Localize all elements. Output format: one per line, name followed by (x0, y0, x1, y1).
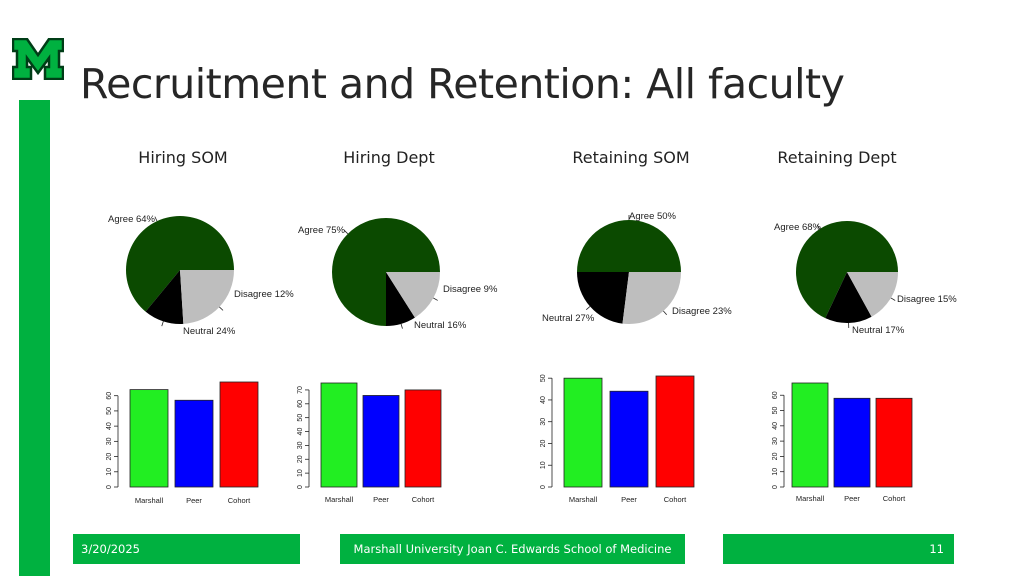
bar-2-ytick-label-20: 20 (540, 439, 547, 447)
pie-1-slice-disagree (386, 272, 415, 326)
pie-0-slice-disagree (145, 270, 184, 324)
bar-3-ytick-label-0: 0 (772, 485, 779, 489)
bar-2-marshall (563, 377, 603, 488)
bar-3-ytick-label-40: 40 (772, 422, 779, 430)
bar-2-peer (609, 390, 649, 488)
pie-2-label-disagree: Disagree 23% (672, 306, 732, 317)
bar-3-category-marshall: Marshall (796, 494, 825, 503)
bar-0-category-marshall: Marshall (135, 496, 164, 505)
pie-1-label-agree: Agree 75% (298, 225, 346, 236)
pie-1-leader-disagree (400, 323, 403, 329)
bar-1-ytick-label-50: 50 (297, 414, 304, 422)
pie-0-leader-agree (154, 216, 158, 222)
pie-3-slice-agree (796, 221, 898, 319)
pie-1-slice-neutral (386, 272, 440, 318)
chart-title-retaining-som: Retaining SOM (572, 148, 690, 167)
pie-2-slice-neutral (622, 272, 681, 325)
page-title: Recruitment and Retention: All faculty (80, 60, 845, 108)
bar-0-category-peer: Peer (186, 496, 202, 505)
bar-3-cohort (875, 397, 913, 488)
pie-3-label-disagree: Disagree 15% (897, 294, 957, 305)
bar-0-category-cohort: Cohort (228, 496, 251, 505)
bar-0-marshall (129, 389, 169, 488)
pie-0-label-neutral: Neutral 24% (183, 326, 236, 337)
pie-2-label-neutral: Neutral 27% (542, 313, 595, 324)
bar-3-ytick-label-30: 30 (772, 437, 779, 445)
pie-3-slice-neutral (847, 272, 898, 317)
bar-3-peer (833, 397, 871, 488)
bar-3-category-cohort: Cohort (883, 494, 906, 503)
bar-0-ytick-label-10: 10 (106, 468, 113, 476)
bar-0-peer (174, 399, 214, 488)
pie-2-leader-neutral (663, 310, 667, 316)
bar-1-category-peer: Peer (373, 495, 389, 504)
bar-3-ytick-label-60: 60 (772, 391, 779, 399)
pie-2-leader-disagree (585, 306, 591, 310)
bar-1-ytick-label-0: 0 (297, 485, 304, 489)
bar-0-cohort (219, 381, 259, 488)
chart-title-retaining-dept: Retaining Dept (777, 148, 897, 167)
bar-2-ytick-label-10: 10 (540, 461, 547, 469)
bar-1-ytick-label-40: 40 (297, 428, 304, 436)
bar-2-category-cohort: Cohort (664, 495, 687, 504)
bar-3-ytick-label-20: 20 (772, 452, 779, 460)
footer-date: 3/20/2025 (73, 534, 300, 564)
pie-0-slice-agree (125, 216, 234, 312)
bar-2-ytick-label-40: 40 (540, 396, 547, 404)
bar-1-category-marshall: Marshall (325, 495, 354, 504)
bar-2-category-peer: Peer (621, 495, 637, 504)
bar-1-ytick-label-20: 20 (297, 455, 304, 463)
bar-1-ytick-label-30: 30 (297, 441, 304, 449)
marshall-logo (12, 38, 64, 80)
bar-0-ytick-label-50: 50 (106, 407, 113, 415)
footer-institution: Marshall University Joan C. Edwards Scho… (340, 534, 685, 564)
accent-side-bar (19, 100, 50, 576)
pie-1-leader-agree (343, 229, 349, 235)
bar-0-ytick-label-40: 40 (106, 422, 113, 430)
pie-0-label-disagree: Disagree 12% (234, 289, 294, 300)
chart-title-hiring-som: Hiring SOM (138, 148, 228, 167)
chart-title-hiring-dept: Hiring Dept (343, 148, 435, 167)
pie-0-slice-neutral (180, 270, 234, 324)
bar-0-ytick-label-30: 30 (106, 437, 113, 445)
bar-2-ytick-label-0: 0 (540, 485, 547, 489)
pie-3-leader-neutral (890, 297, 896, 301)
bar-2-ytick-label-30: 30 (540, 418, 547, 426)
pie-1-label-neutral: Neutral 16% (414, 320, 467, 331)
bar-1-ytick-label-10: 10 (297, 469, 304, 477)
bar-1-ytick-label-70: 70 (297, 386, 304, 394)
pie-2-slice-disagree (577, 272, 629, 324)
bar-0-ytick-label-0: 0 (106, 485, 113, 489)
pie-0-leader-disagree (161, 321, 164, 327)
pie-2-label-agree: Agree 50% (629, 211, 677, 222)
pie-0-leader-neutral (219, 306, 224, 311)
bar-1-category-cohort: Cohort (412, 495, 435, 504)
pie-1-leader-neutral (433, 297, 438, 301)
pie-2-slice-agree (577, 220, 681, 272)
pie-0-label-agree: Agree 64% (108, 214, 156, 225)
bar-3-ytick-label-10: 10 (772, 468, 779, 476)
footer-page-number: 11 (723, 534, 954, 564)
bar-1-ytick-label-60: 60 (297, 400, 304, 408)
bar-0-ytick-label-20: 20 (106, 453, 113, 461)
pie-1-label-disagree: Disagree 9% (443, 284, 498, 295)
pie-3-slice-disagree (825, 272, 872, 324)
bar-3-category-peer: Peer (844, 494, 860, 503)
bar-1-cohort (404, 389, 442, 488)
bar-2-category-marshall: Marshall (569, 495, 598, 504)
bar-1-marshall (320, 382, 358, 488)
pie-3-leader-agree (816, 224, 821, 230)
bar-3-marshall (791, 382, 829, 488)
pie-3-label-agree: Agree 68% (774, 222, 822, 233)
bar-3-ytick-label-50: 50 (772, 407, 779, 415)
bar-2-cohort (655, 375, 695, 488)
bar-0-ytick-label-60: 60 (106, 392, 113, 400)
bar-2-ytick-label-50: 50 (540, 374, 547, 382)
pie-3-label-neutral: Neutral 17% (852, 325, 905, 336)
bar-1-peer (362, 395, 400, 488)
